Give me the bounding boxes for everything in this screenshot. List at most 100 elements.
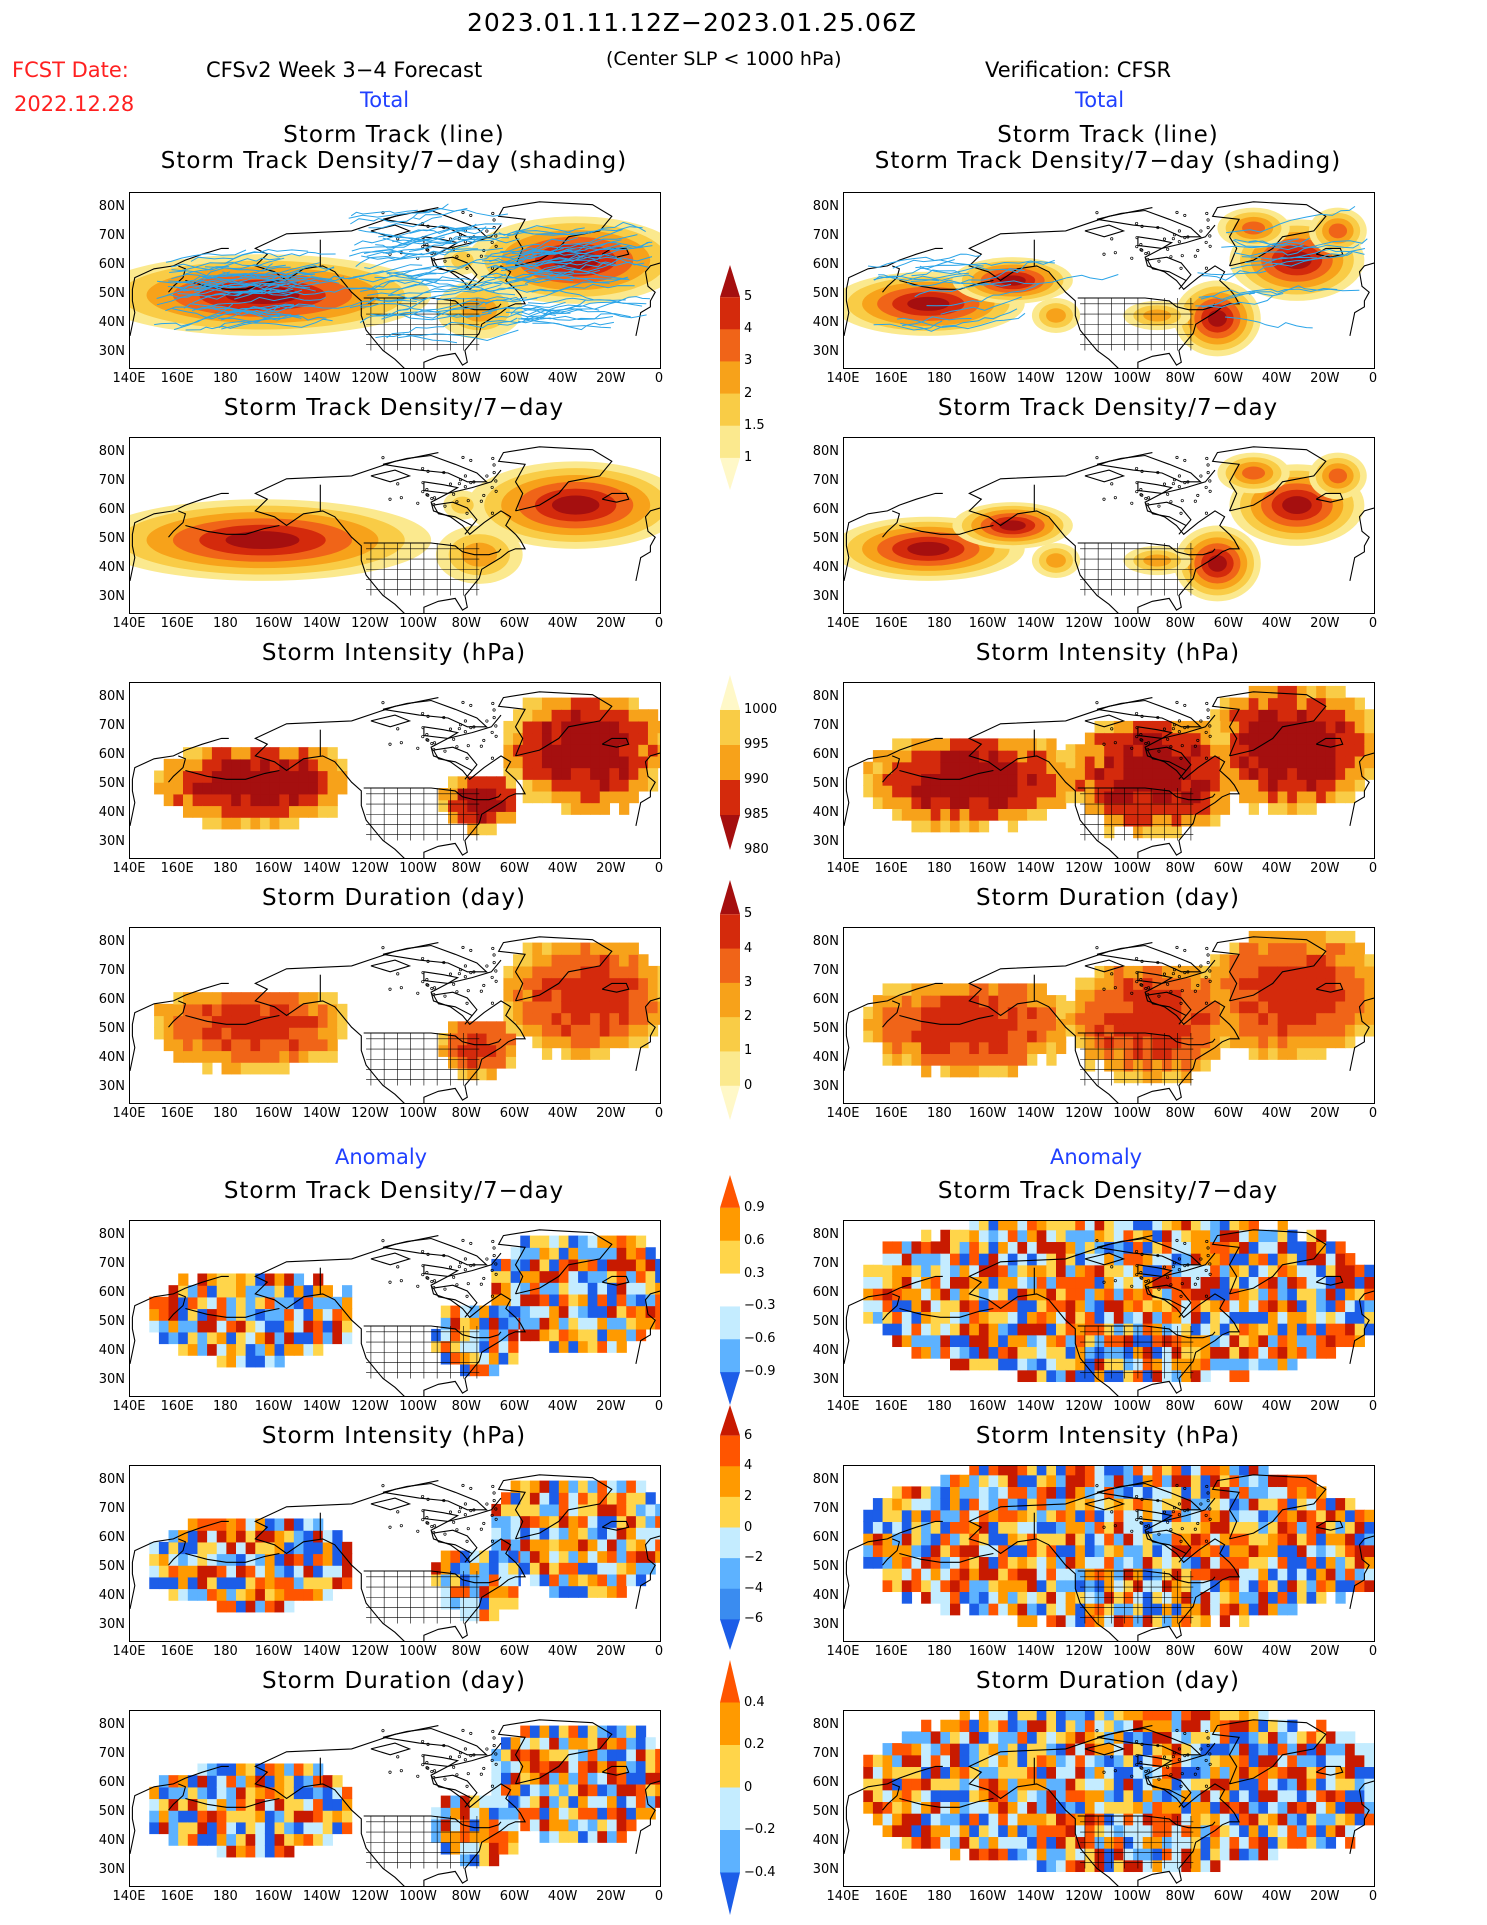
coastline: [382, 209, 488, 238]
density-shading: [1328, 223, 1348, 239]
latitude-label: 80N: [98, 1716, 125, 1732]
colorbar-segment: [720, 1085, 740, 1120]
lake-outline: [469, 971, 473, 975]
latitude-label: 70N: [98, 717, 125, 733]
lake-outline: [1175, 945, 1179, 949]
longitude-label: 160W: [254, 1106, 293, 1121]
longitude-label: 160E: [160, 1644, 194, 1659]
lake-outline: [1196, 983, 1200, 987]
lake-outline: [1175, 1238, 1179, 1242]
lake-outline: [1204, 975, 1208, 979]
lake-outline: [463, 964, 467, 968]
lake-outline: [490, 1268, 494, 1272]
coastline: [1096, 209, 1202, 238]
coastline: [185, 1797, 280, 1808]
latitude-label: 80N: [812, 1471, 839, 1487]
coastline: [1137, 1509, 1174, 1522]
coastline: [168, 1538, 187, 1566]
coastline: [1349, 997, 1374, 1072]
coastline: [1315, 1765, 1344, 1776]
latitude-label: 70N: [98, 1255, 125, 1271]
lake-outline: [1146, 992, 1150, 996]
coastline: [423, 481, 460, 494]
colorbar-segment: [720, 265, 740, 298]
longitude-label: 120W: [351, 861, 389, 876]
lake-outline: [457, 482, 461, 486]
lake-outline: [381, 1484, 385, 1488]
latitude-label: 80N: [812, 688, 839, 704]
lake-outline: [469, 1509, 473, 1513]
coastline: [844, 1520, 943, 1610]
coastline: [363, 1570, 502, 1584]
lake-outline: [433, 1524, 437, 1528]
forecast-model-title: CFSv2 Week 3−4 Forecast: [206, 58, 483, 82]
lake-outline: [1169, 500, 1173, 504]
panel-title: Storm Track Density/7−day (shading): [160, 148, 628, 174]
coastline: [1137, 1754, 1174, 1767]
lake-outline: [1110, 1510, 1114, 1514]
longitude-label: 60W: [499, 1889, 530, 1904]
lake-outline: [494, 1262, 498, 1266]
coastline: [423, 726, 460, 739]
colorbar-label: −0.2: [744, 1822, 776, 1837]
density-shading: [907, 296, 950, 311]
state-boundaries: [366, 1326, 480, 1379]
lake-outline: [1102, 987, 1106, 991]
lake-outline: [421, 1249, 425, 1254]
lake-outline: [1110, 1755, 1114, 1759]
state-boundaries: [1080, 1033, 1194, 1086]
state-boundaries: [366, 298, 480, 351]
lake-outline: [1186, 1263, 1190, 1267]
coastline: [1349, 507, 1374, 582]
coastline: [844, 1765, 943, 1855]
lake-outline: [1199, 964, 1203, 968]
lake-outline: [421, 1264, 425, 1268]
latitude-label: 50N: [812, 1314, 839, 1330]
coastline: [968, 207, 1153, 368]
longitude-label: 60W: [499, 1106, 530, 1121]
lake-outline: [1135, 735, 1139, 739]
lake-outline: [1196, 1276, 1200, 1280]
lake-outline: [479, 989, 483, 993]
coastline: [844, 492, 943, 582]
density-shading: [999, 520, 1026, 531]
longitude-label: 140W: [1016, 1399, 1055, 1414]
lake-outline: [1193, 744, 1197, 748]
lake-outline: [1113, 1279, 1117, 1283]
lake-outline: [482, 983, 486, 987]
lake-outline: [1208, 1507, 1212, 1511]
lake-outline: [457, 727, 461, 731]
lake-outline: [416, 1774, 420, 1778]
latitude-label: 30N: [98, 1862, 125, 1878]
coastline: [1137, 481, 1174, 494]
colorbar-segment: [720, 1466, 740, 1498]
coastline: [899, 1552, 994, 1563]
lake-outline: [1157, 1777, 1161, 1781]
longitude-label: 140E: [826, 616, 860, 631]
lake-outline: [1199, 229, 1203, 233]
lake-outline: [426, 1742, 430, 1746]
longitude-label: 160W: [254, 861, 293, 876]
lake-outline: [442, 1743, 446, 1748]
coastline: [130, 737, 229, 827]
map-canvas: [130, 446, 660, 613]
coastline: [254, 1480, 439, 1641]
lake-outline: [1206, 953, 1210, 957]
map-canvas: [130, 1474, 660, 1641]
lake-outline: [1095, 946, 1099, 950]
lake-outline: [1193, 254, 1197, 258]
longitude-label: 140W: [1016, 371, 1055, 386]
colorbar-segment: [720, 1435, 740, 1467]
lake-outline: [1139, 493, 1143, 497]
lake-outline: [1147, 1769, 1151, 1773]
lake-outline: [1139, 977, 1143, 982]
lake-outline: [1172, 1261, 1177, 1265]
lake-outline: [433, 986, 437, 990]
lake-outline: [1144, 1280, 1148, 1284]
lake-outline: [485, 1502, 489, 1506]
lake-outline: [472, 1753, 476, 1757]
coastline: [1137, 714, 1241, 858]
coastline: [635, 1535, 660, 1610]
colorbar-intensity: [720, 675, 740, 850]
colorbar-segment: [720, 710, 740, 746]
